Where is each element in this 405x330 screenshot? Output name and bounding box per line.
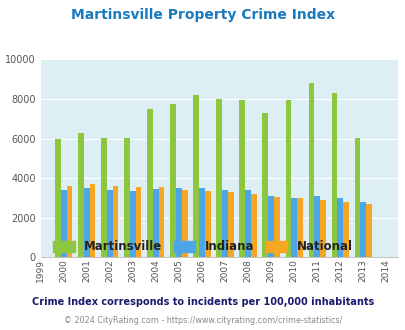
- Bar: [365, 204, 371, 257]
- Bar: [181, 190, 187, 257]
- Bar: [66, 186, 72, 257]
- Bar: [239, 100, 245, 257]
- Bar: [273, 197, 279, 257]
- Bar: [107, 190, 112, 257]
- Bar: [290, 198, 296, 257]
- Bar: [205, 191, 210, 257]
- Bar: [170, 104, 176, 257]
- Text: Crime Index corresponds to incidents per 100,000 inhabitants: Crime Index corresponds to incidents per…: [32, 297, 373, 307]
- Bar: [193, 95, 198, 257]
- Text: © 2024 CityRating.com - https://www.cityrating.com/crime-statistics/: © 2024 CityRating.com - https://www.city…: [64, 316, 341, 325]
- Bar: [354, 138, 360, 257]
- Bar: [268, 196, 273, 257]
- Bar: [245, 190, 250, 257]
- Text: Martinsville Property Crime Index: Martinsville Property Crime Index: [71, 8, 334, 22]
- Bar: [112, 186, 118, 257]
- Bar: [135, 187, 141, 257]
- Bar: [153, 189, 158, 257]
- Bar: [319, 200, 325, 257]
- Bar: [360, 202, 365, 257]
- Bar: [198, 188, 205, 257]
- Bar: [222, 190, 227, 257]
- Bar: [61, 190, 66, 257]
- Bar: [147, 109, 153, 257]
- Bar: [250, 194, 256, 257]
- Legend: Martinsville, Indiana, National: Martinsville, Indiana, National: [49, 236, 356, 258]
- Bar: [296, 198, 302, 257]
- Bar: [158, 187, 164, 257]
- Bar: [90, 184, 95, 257]
- Bar: [83, 188, 90, 257]
- Bar: [124, 138, 130, 257]
- Bar: [337, 198, 342, 257]
- Bar: [78, 133, 83, 257]
- Bar: [313, 196, 319, 257]
- Bar: [342, 202, 348, 257]
- Bar: [262, 113, 268, 257]
- Bar: [55, 139, 61, 257]
- Bar: [308, 83, 313, 257]
- Bar: [130, 191, 135, 257]
- Bar: [331, 93, 337, 257]
- Bar: [216, 99, 222, 257]
- Bar: [101, 138, 107, 257]
- Bar: [227, 192, 233, 257]
- Bar: [285, 100, 290, 257]
- Bar: [176, 188, 181, 257]
